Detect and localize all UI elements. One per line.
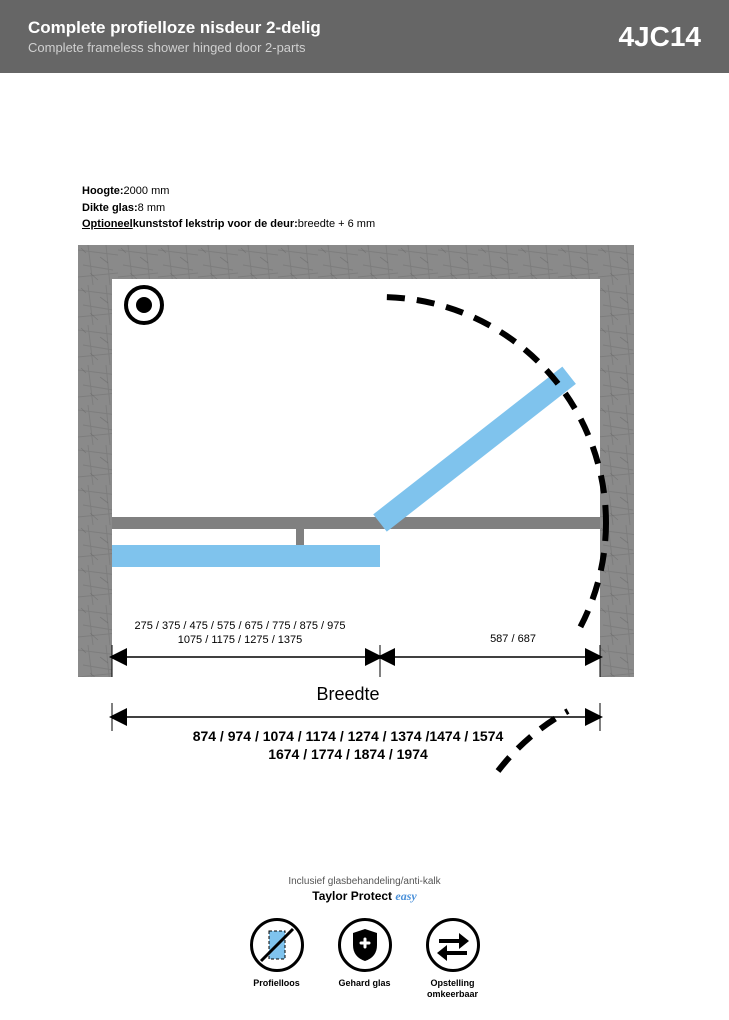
product-code: 4JC14 xyxy=(618,21,701,53)
rail-bar xyxy=(112,517,600,529)
thickness-label: Dikte glas: xyxy=(82,200,138,217)
height-label: Hoogte: xyxy=(82,183,124,200)
thickness-value: 8 mm xyxy=(138,200,166,217)
optional-value: breedte + 6 mm xyxy=(298,216,375,233)
icon-omkeerbaar: Opstelling omkeerbaar xyxy=(418,918,488,1000)
height-value: 2000 mm xyxy=(124,183,170,200)
wall-top xyxy=(78,245,634,279)
footer-inclusive: Inclusief glasbehandeling/anti-kalk xyxy=(0,876,729,887)
spec-block: Hoogte: 2000 mm Dikte glas: 8 mm Optione… xyxy=(82,183,729,233)
page-title: Complete profielloze nisdeur 2-delig xyxy=(28,18,321,38)
diagram: 275 / 375 / 475 / 575 / 675 / 775 / 875 … xyxy=(78,245,634,745)
room-interior xyxy=(112,279,600,677)
glass-fixed xyxy=(112,545,380,567)
page-subtitle: Complete frameless shower hinged door 2-… xyxy=(28,40,321,55)
icon-gehard-glas: Gehard glas xyxy=(330,918,400,1000)
diagram-svg xyxy=(78,245,634,805)
wall-left xyxy=(78,245,112,677)
target-dot xyxy=(136,297,152,313)
header-bar: Complete profielloze nisdeur 2-delig Com… xyxy=(0,0,729,73)
optional-label: Optioneel xyxy=(82,216,133,233)
wall-right xyxy=(600,245,634,677)
footer-brand: Taylor Protect easy xyxy=(0,889,729,904)
breedte-label: Breedte xyxy=(78,683,618,706)
footer: Inclusief glasbehandeling/anti-kalk Tayl… xyxy=(0,876,729,1000)
breedte-values: 874 / 974 / 1074 / 1174 / 1274 / 1374 /1… xyxy=(118,727,578,763)
dim-left-text: 275 / 375 / 475 / 575 / 675 / 775 / 875 … xyxy=(110,619,370,648)
header-left: Complete profielloze nisdeur 2-delig Com… xyxy=(28,18,321,55)
dim-right-text: 587 / 687 xyxy=(418,632,608,646)
optional-text: kunststof lekstrip voor de deur: xyxy=(133,216,298,233)
icon-profielloos: Profielloos xyxy=(242,918,312,1000)
footer-icons: Profielloos Gehard glas Opstelling omkee… xyxy=(0,918,729,1000)
